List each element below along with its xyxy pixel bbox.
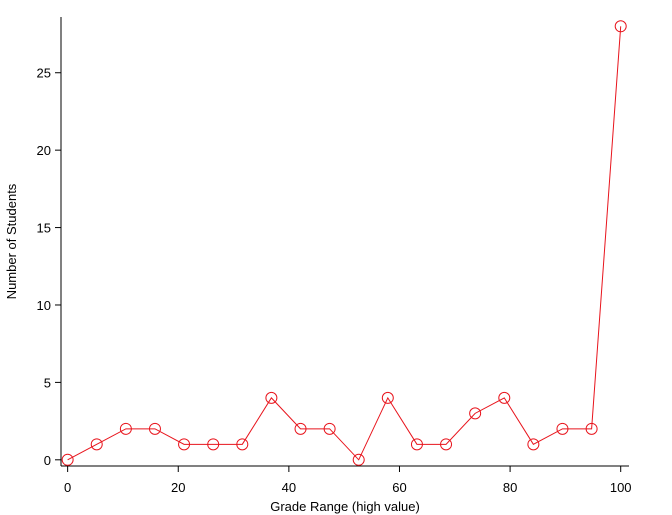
data-point	[207, 438, 220, 451]
data-point	[440, 438, 453, 451]
data-point	[294, 422, 307, 435]
y-tick-label: 15	[37, 221, 51, 236]
x-tick-label: 0	[64, 480, 71, 495]
data-point	[352, 453, 365, 466]
data-point	[61, 453, 74, 466]
data-point	[236, 438, 249, 451]
y-axis-title: Number of Students	[4, 183, 19, 299]
data-point	[556, 422, 569, 435]
data-point	[178, 438, 191, 451]
data-point	[410, 438, 423, 451]
x-ticks: 0 20 40 60 80 100	[64, 466, 632, 495]
x-tick-label: 40	[282, 480, 296, 495]
y-tick-label: 5	[44, 375, 51, 390]
axes	[60, 17, 629, 467]
y-tick-label: 10	[37, 298, 51, 313]
data-point	[469, 407, 482, 420]
data-point	[323, 422, 336, 435]
y-tick-label: 25	[37, 66, 51, 81]
data-point	[90, 438, 103, 451]
series-line	[67, 26, 622, 461]
x-tick-label: 20	[171, 480, 185, 495]
data-point	[498, 391, 511, 404]
series-layer	[61, 20, 627, 466]
y-tick-label: 0	[44, 453, 51, 468]
x-tick-label: 80	[503, 480, 517, 495]
x-tick-label: 100	[610, 480, 632, 495]
data-point	[265, 391, 278, 404]
data-point	[148, 422, 161, 435]
data-point	[381, 391, 394, 404]
x-tick-label: 60	[392, 480, 406, 495]
y-ticks: 0 5 10 15 20 25	[37, 66, 61, 468]
data-point	[119, 422, 132, 435]
x-axis-title: Grade Range (high value)	[270, 499, 420, 514]
data-point	[527, 438, 540, 451]
y-tick-label: 20	[37, 143, 51, 158]
data-point	[614, 20, 627, 33]
data-point	[585, 422, 598, 435]
